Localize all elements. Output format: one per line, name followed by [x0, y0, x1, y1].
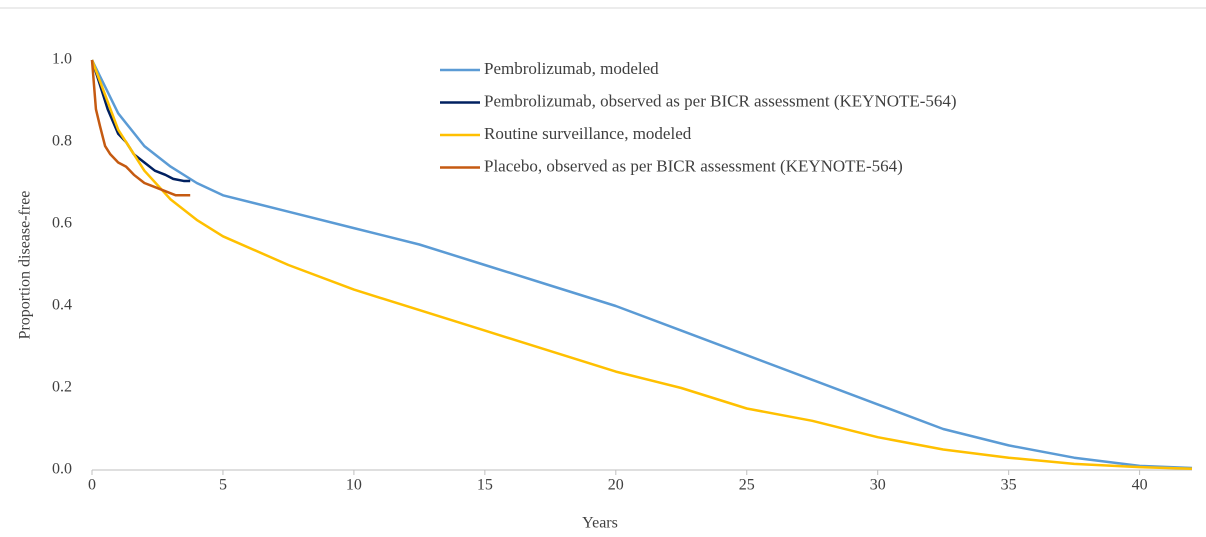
x-tick-label: 35: [1001, 477, 1017, 494]
legend-label: Pembrolizumab, observed as per BICR asse…: [484, 91, 957, 110]
y-tick-label: 0.4: [52, 297, 72, 314]
y-tick-label: 1.0: [52, 51, 72, 68]
y-tick-label: 0.6: [52, 215, 72, 232]
x-tick-label: 15: [477, 477, 493, 494]
x-tick-label: 0: [88, 477, 96, 494]
x-tick-label: 40: [1132, 477, 1148, 494]
y-tick-label: 0.0: [52, 461, 72, 478]
x-tick-label: 10: [346, 477, 362, 494]
series-line: [90, 59, 191, 183]
legend-label: Routine surveillance, modeled: [484, 124, 692, 143]
x-axis-label: Years: [582, 515, 618, 532]
legend-label: Pembrolizumab, modeled: [484, 59, 659, 78]
y-tick-label: 0.2: [52, 379, 72, 396]
x-tick-label: 25: [739, 477, 755, 494]
x-tick-label: 30: [870, 477, 886, 494]
y-axis-label: Proportion disease-free: [17, 191, 34, 340]
x-tick-label: 5: [219, 477, 227, 494]
y-tick-label: 0.8: [52, 133, 72, 150]
series-line: [90, 59, 1193, 470]
legend-label: Placebo, observed as per BICR assessment…: [484, 156, 903, 175]
x-tick-label: 20: [608, 477, 624, 494]
series-line: [90, 59, 1193, 471]
series-line: [90, 59, 191, 197]
